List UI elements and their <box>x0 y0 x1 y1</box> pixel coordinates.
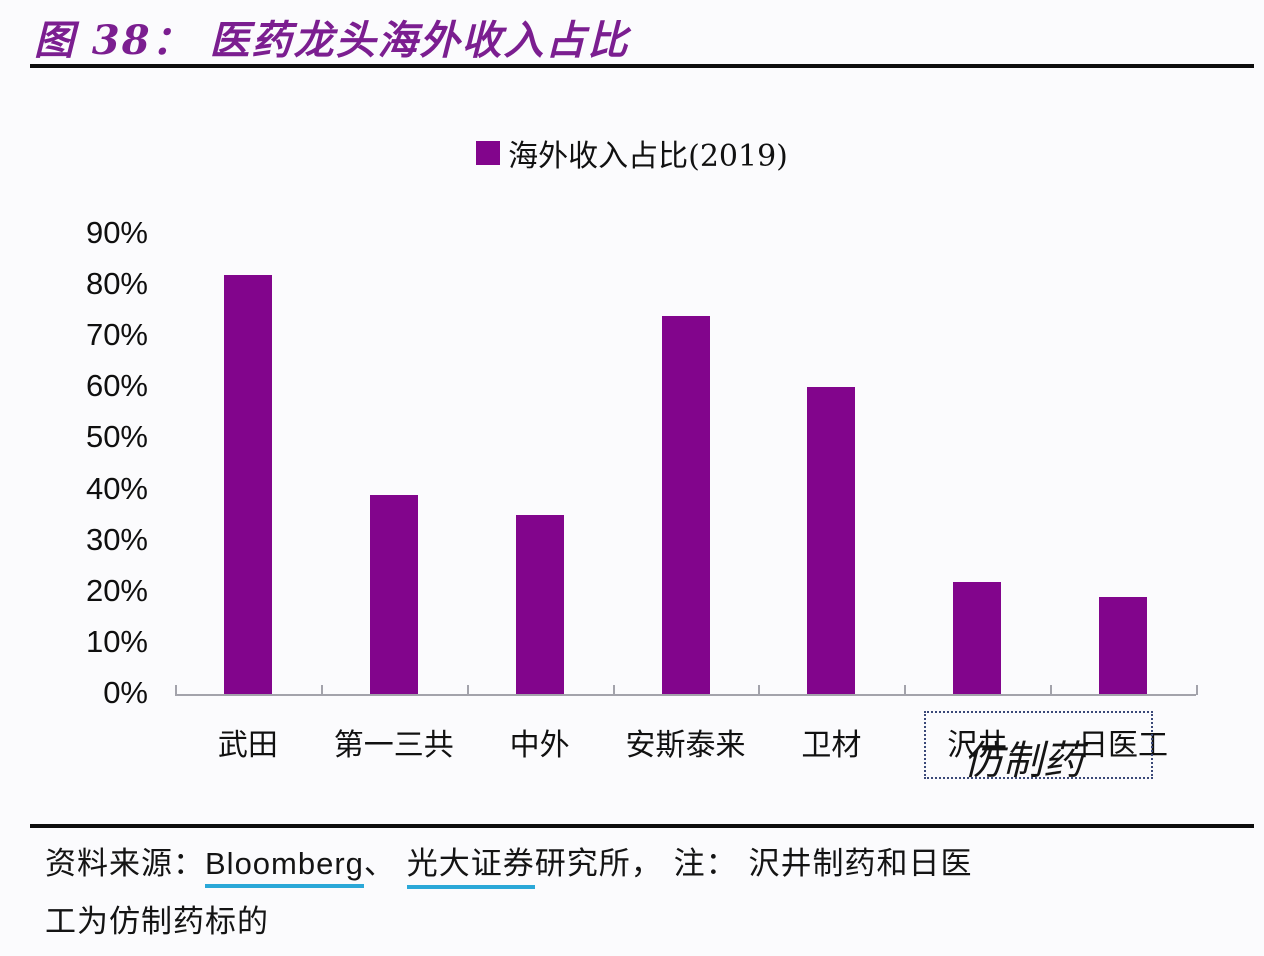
x-axis-label-日医工: 日医工 <box>1078 728 1169 763</box>
bar-武田 <box>223 274 272 694</box>
bar-安斯泰来 <box>661 315 710 694</box>
legend-swatch-icon <box>476 141 501 165</box>
x-axis-label-卫材: 卫材 <box>801 728 862 763</box>
x-axis-tick <box>612 685 615 695</box>
source-note-rest: 研究所， 注： 沢井制药和日医 <box>534 846 973 882</box>
y-axis-tick-label: 60% <box>85 368 148 404</box>
legend-label: 海外收入占比(2019) <box>508 139 788 174</box>
generic-drug-dashed-box <box>924 711 1153 779</box>
y-axis-tick-label: 40% <box>85 470 148 506</box>
source-prefix: 资料来源： <box>45 846 205 882</box>
x-axis-baseline <box>175 694 1196 696</box>
source-note-line2: 工为仿制药标的 <box>45 904 269 940</box>
x-axis-tick <box>1196 685 1198 695</box>
y-axis-tick-label: 0% <box>103 675 148 710</box>
generic-drug-annotation: 仿制药 <box>963 738 1083 784</box>
bar-中外 <box>515 515 564 694</box>
x-axis-tick <box>1050 685 1053 695</box>
y-axis-tick-label: 20% <box>85 572 148 608</box>
y-axis-tick-label: 30% <box>85 521 148 557</box>
x-axis-tick <box>904 685 907 695</box>
x-axis-label-安斯泰来: 安斯泰来 <box>625 728 746 763</box>
figure-title: 图 38： 医药龙头海外收入占比 <box>34 17 630 64</box>
bar-第一三共 <box>369 494 418 694</box>
x-axis-label-第一三共: 第一三共 <box>333 728 454 763</box>
x-axis-label-沢井: 沢井 <box>947 728 1008 763</box>
y-axis-tick-label: 10% <box>85 623 148 659</box>
x-axis-tick <box>466 685 469 695</box>
y-axis-tick-label: 80% <box>85 266 148 302</box>
y-axis-tick-label: 90% <box>85 215 148 250</box>
y-axis-tick-label: 50% <box>85 419 148 455</box>
bloomberg-link[interactable]: Bloomberg <box>205 846 364 888</box>
footer-divider-line <box>30 824 1254 828</box>
bar-卫材 <box>807 387 856 694</box>
x-axis-tick <box>175 685 177 695</box>
x-axis-tick <box>758 685 761 695</box>
x-axis-label-中外: 中外 <box>509 728 570 763</box>
title-divider-line <box>30 64 1254 68</box>
source-note-line1: 资料来源：Bloomberg、 光大证券研究所， 注： 沢井制药和日医 <box>45 838 973 889</box>
source-separator: 、 <box>363 846 407 882</box>
x-axis-tick <box>320 685 323 695</box>
ebs-research-link[interactable]: 光大证券 <box>406 846 535 889</box>
y-axis-tick-label: 70% <box>85 317 148 353</box>
bar-沢井 <box>953 581 1002 694</box>
x-axis-label-武田: 武田 <box>217 728 278 763</box>
chart-legend: 海外收入占比(2019) <box>0 131 1264 175</box>
bar-日医工 <box>1099 596 1148 694</box>
